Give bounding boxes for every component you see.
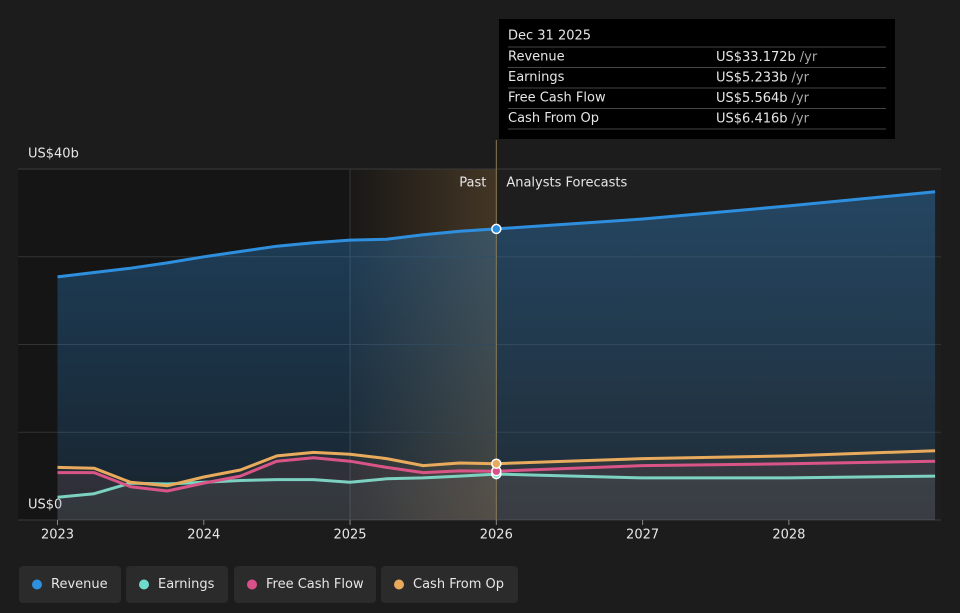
highlight-point xyxy=(491,223,502,235)
tooltip-value: US$5.233b/yr xyxy=(716,70,810,85)
tooltip-series-name: Earnings xyxy=(508,70,565,85)
legend-label: Earnings xyxy=(158,577,215,592)
legend-item[interactable]: Earnings xyxy=(126,566,228,603)
tooltip-unit: /yr xyxy=(792,70,810,85)
legend-swatch xyxy=(32,579,42,590)
tooltip: Dec 31 2025 Revenue US$33.172b/yr Earnings U… xyxy=(499,19,895,139)
tooltip-value-number: US$6.416b xyxy=(716,111,788,126)
past-label: Past xyxy=(459,176,486,191)
tooltip-value: US$33.172b/yr xyxy=(716,50,818,65)
legend-swatch xyxy=(139,579,149,590)
legend-label: Cash From Op xyxy=(413,577,504,592)
legend-item[interactable]: Free Cash Flow xyxy=(234,566,376,603)
legend-button xyxy=(381,566,518,603)
series-line xyxy=(57,456,936,493)
tooltip-value-number: US$5.564b xyxy=(716,91,788,106)
series-line xyxy=(57,449,936,488)
tooltip-value-number: US$33.172b xyxy=(716,50,796,65)
legend-item[interactable]: Revenue xyxy=(19,566,121,603)
legend-button xyxy=(126,566,228,603)
x-tick-label: 2028 xyxy=(772,528,805,543)
y-tick-label: US$40b xyxy=(28,147,79,162)
tooltip-value-number: US$5.233b xyxy=(716,70,788,85)
y-tick-label: US$0 xyxy=(28,498,62,513)
highlight-point xyxy=(491,458,502,469)
x-tick-label: 2023 xyxy=(41,528,74,543)
x-tick-label: 2024 xyxy=(187,528,220,543)
tooltip-series-name: Cash From Op xyxy=(508,111,599,126)
tooltip-series-name: Revenue xyxy=(508,50,565,65)
legend-item[interactable]: Cash From Op xyxy=(381,566,518,603)
x-tick-label: 2027 xyxy=(626,528,659,543)
legend-button xyxy=(234,566,376,603)
tooltip-unit: /yr xyxy=(792,91,810,106)
tooltip-series-name: Free Cash Flow xyxy=(508,91,606,106)
tooltip-date: Dec 31 2025 xyxy=(508,29,591,44)
tooltip-unit: /yr xyxy=(792,111,810,126)
series-line xyxy=(57,190,936,279)
legend-label: Revenue xyxy=(51,577,108,592)
legend-swatch xyxy=(394,579,404,590)
legend-button xyxy=(19,566,121,603)
tooltip-unit: /yr xyxy=(800,50,818,65)
x-tick-label: 2026 xyxy=(480,528,513,543)
forecast-label: Analysts Forecasts xyxy=(506,176,627,191)
tooltip-value: US$6.416b/yr xyxy=(716,111,810,126)
legend-label: Free Cash Flow xyxy=(266,577,364,592)
tooltip-value: US$5.564b/yr xyxy=(716,91,810,106)
x-tick-label: 2025 xyxy=(333,528,366,543)
legend-swatch xyxy=(247,579,257,590)
tooltip-box xyxy=(499,19,895,139)
